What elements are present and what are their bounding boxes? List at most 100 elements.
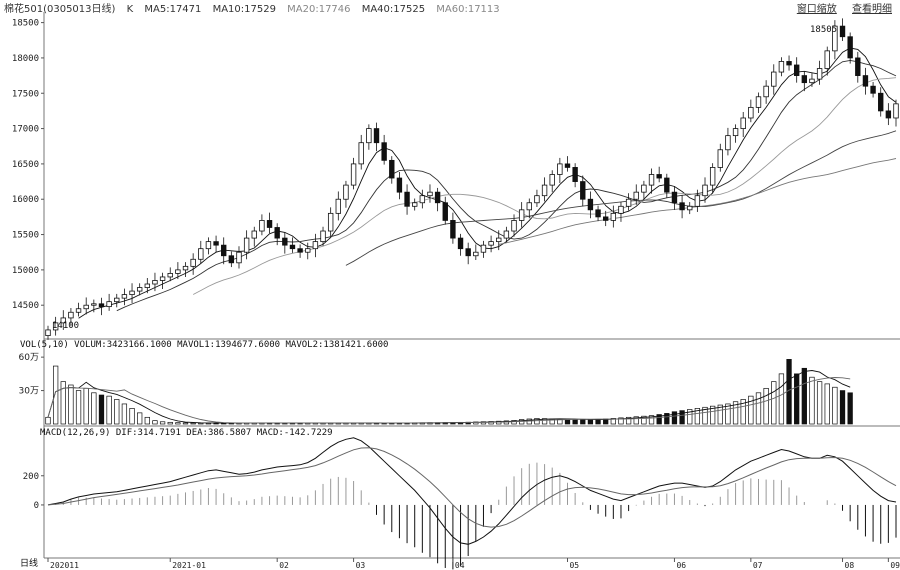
- detail-link[interactable]: 查看明细: [852, 4, 892, 15]
- candle-body: [396, 177, 403, 193]
- candle-body: [144, 283, 151, 288]
- candle-body: [412, 202, 418, 207]
- candle-body: [648, 174, 655, 186]
- volume-bar: [755, 392, 762, 425]
- candle-body: [862, 75, 869, 87]
- candle-body: [236, 251, 242, 264]
- candle-body: [45, 329, 51, 336]
- candle-body: [243, 237, 250, 253]
- x-tick-label: 03: [356, 561, 366, 570]
- ma-label-ma5: MA5:17471: [144, 4, 202, 15]
- volume-bar: [687, 409, 693, 425]
- volume-bar: [572, 419, 578, 425]
- candle-body: [603, 216, 609, 221]
- volume-tick-label: 30万: [19, 387, 39, 397]
- volume-bar: [167, 421, 173, 425]
- candle-body: [496, 237, 502, 243]
- candle-body: [549, 174, 555, 186]
- volume-bar: [656, 414, 662, 425]
- volume-label: VOL(5,10) VOLUM:3423166.1000 MAVOL1:1394…: [20, 340, 389, 350]
- volume-bar: [182, 422, 189, 425]
- candle-body: [373, 128, 380, 144]
- candle-body: [732, 128, 739, 137]
- volume-bar: [587, 419, 594, 425]
- low-price-label: 14100: [52, 321, 80, 331]
- candle-body: [755, 96, 762, 108]
- zoom-link[interactable]: 窗口缩放: [796, 4, 837, 15]
- candle-body: [106, 301, 112, 308]
- volume-bar: [725, 403, 731, 425]
- x-tick-label: 202011: [50, 561, 79, 570]
- volume-bar: [541, 418, 548, 425]
- candle-body: [824, 50, 830, 69]
- macd-tick-label: 200: [23, 472, 39, 482]
- candle-body: [893, 103, 899, 119]
- macd-lines: [47, 437, 897, 545]
- volume-bar: [763, 387, 769, 425]
- candle-body: [839, 25, 846, 38]
- volume-bar: [847, 392, 853, 425]
- macd-histogram: [55, 462, 897, 570]
- volume-bar: [152, 420, 158, 425]
- volume-bar: [740, 399, 746, 425]
- candle-body: [136, 287, 143, 292]
- ma-label-ma20: MA20:17746: [287, 4, 351, 15]
- volume-bar: [832, 386, 838, 425]
- volume-bar: [190, 422, 196, 425]
- candle-body: [274, 227, 280, 239]
- volume-bar: [83, 387, 89, 425]
- volume-bar: [809, 376, 815, 425]
- volume-bar: [816, 381, 823, 425]
- candle-body: [717, 149, 723, 168]
- candle-body: [205, 241, 212, 250]
- candle-body: [335, 198, 341, 214]
- volume-bar: [52, 365, 59, 425]
- candle-body: [473, 251, 479, 257]
- volume-ma-lines: [47, 370, 851, 424]
- volume-bar: [129, 408, 135, 425]
- macd-axis-ticks: 0 200: [23, 472, 44, 511]
- volume-bar: [121, 403, 128, 425]
- candle-body: [213, 241, 219, 246]
- candle-body: [389, 159, 395, 179]
- candle-body: [427, 191, 433, 197]
- candle-body: [221, 244, 227, 257]
- dif-line: [47, 437, 897, 545]
- candle-body: [297, 248, 303, 253]
- candle-body: [526, 202, 532, 211]
- volume-bar: [641, 415, 647, 425]
- volume-bar: [175, 422, 181, 425]
- price-tick-label: 17500: [12, 89, 39, 99]
- candle-body: [358, 142, 364, 165]
- candle-body: [480, 244, 487, 253]
- candle-body: [847, 36, 853, 59]
- volume-axis-ticks: 30万 60万: [19, 353, 44, 397]
- volume-bar: [717, 404, 723, 425]
- price-tick-label: 18000: [12, 54, 39, 64]
- x-tick-label: 08: [845, 561, 855, 570]
- candle-body: [282, 237, 288, 246]
- candle-body: [312, 241, 319, 250]
- candle-body: [771, 71, 777, 87]
- ma-label-ma60: MA60:17113: [436, 4, 500, 15]
- candle-body: [434, 191, 441, 204]
- x-tick-label: 05: [569, 561, 579, 570]
- x-tick-label: 02: [279, 561, 289, 570]
- volume-bar: [664, 413, 670, 425]
- candle-body: [725, 135, 731, 151]
- volume-bars: [45, 359, 853, 425]
- candle-body: [801, 75, 808, 84]
- macd-tick-label: 0: [34, 501, 39, 511]
- chart-title: 棉花501(0305013日线) K MA5:17471 MA10:17529 …: [4, 0, 500, 15]
- volume-bar: [824, 383, 830, 425]
- candle-body: [419, 195, 426, 204]
- price-tick-label: 16000: [12, 195, 39, 205]
- volume-bar: [618, 417, 624, 425]
- candle-body: [457, 237, 464, 250]
- volume-bar: [801, 367, 807, 425]
- volume-bar: [771, 381, 777, 425]
- price-tick-label: 15000: [12, 266, 39, 276]
- candle-body: [442, 202, 448, 221]
- price-tick-label: 18500: [12, 19, 39, 29]
- candle-body: [152, 280, 158, 285]
